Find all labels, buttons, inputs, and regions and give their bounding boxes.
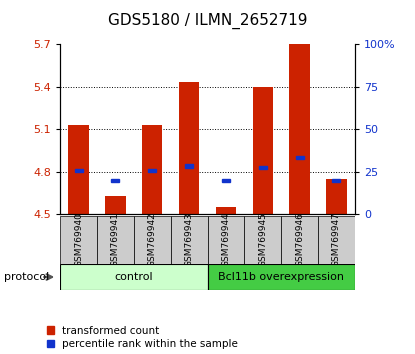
Text: GSM769942: GSM769942 [148,212,157,267]
Bar [216,207,236,214]
Bar [253,87,273,214]
Bar [60,264,208,290]
FancyBboxPatch shape [318,216,355,264]
FancyBboxPatch shape [171,216,208,264]
FancyBboxPatch shape [208,216,244,264]
FancyBboxPatch shape [281,216,318,264]
FancyBboxPatch shape [134,216,171,264]
Bar [332,179,340,182]
Text: GSM769945: GSM769945 [258,212,267,267]
FancyBboxPatch shape [60,216,97,264]
Bar [259,166,267,169]
Text: GSM769943: GSM769943 [185,212,193,267]
Legend: transformed count, percentile rank within the sample: transformed count, percentile rank withi… [47,326,238,349]
Bar [75,169,83,172]
Bar [208,264,355,290]
FancyBboxPatch shape [244,216,281,264]
Text: GSM769940: GSM769940 [74,212,83,267]
Text: GSM769944: GSM769944 [222,212,230,267]
FancyBboxPatch shape [97,216,134,264]
Text: GDS5180 / ILMN_2652719: GDS5180 / ILMN_2652719 [108,12,307,29]
Bar [326,179,347,214]
Bar [179,82,199,214]
Text: GSM769941: GSM769941 [111,212,120,267]
Bar [111,179,120,182]
Text: control: control [115,272,153,282]
Text: Bcl11b overexpression: Bcl11b overexpression [218,272,344,282]
Bar [185,165,193,167]
Bar [222,179,230,182]
Bar [105,196,126,214]
Bar [295,156,304,159]
Text: GSM769946: GSM769946 [295,212,304,267]
Bar [148,169,156,172]
Bar [289,44,310,214]
Bar [142,125,162,214]
Bar [68,125,89,214]
Text: protocol: protocol [4,272,49,282]
Text: GSM769947: GSM769947 [332,212,341,267]
